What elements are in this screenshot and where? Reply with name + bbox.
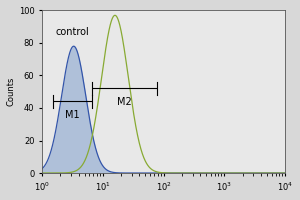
Text: M1: M1	[65, 110, 80, 120]
Text: control: control	[56, 27, 89, 37]
Y-axis label: Counts: Counts	[7, 77, 16, 106]
Text: M2: M2	[117, 97, 132, 107]
